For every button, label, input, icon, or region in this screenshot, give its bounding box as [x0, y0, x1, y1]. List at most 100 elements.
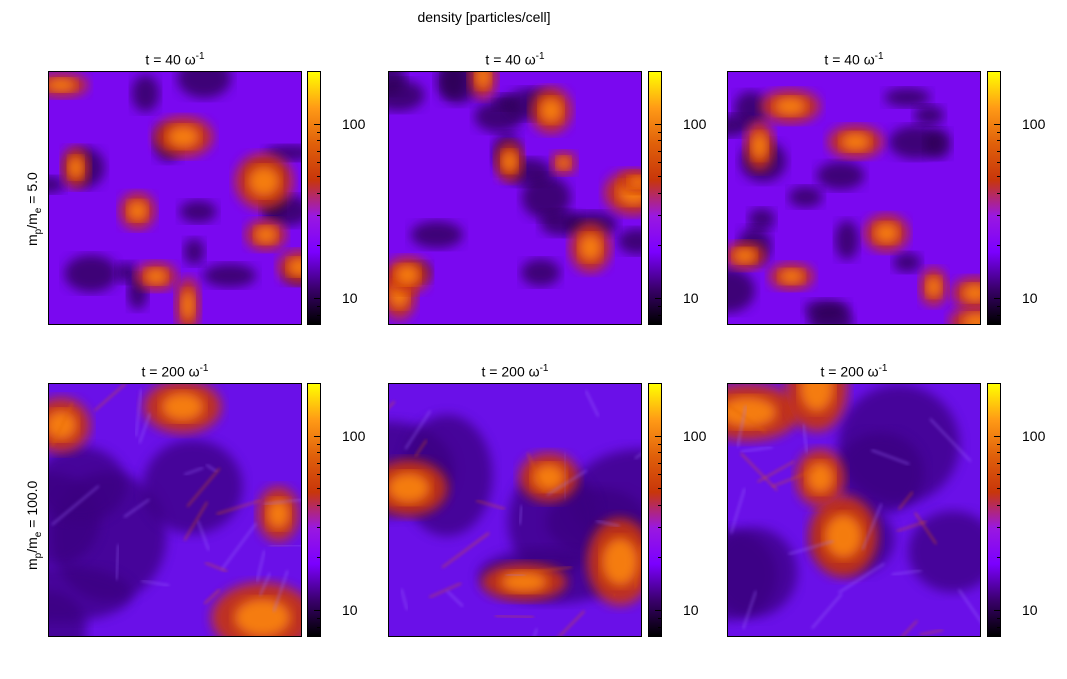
colorbar-tick	[658, 162, 662, 163]
colorbar-tick	[997, 176, 1001, 177]
colorbar-tick	[997, 627, 1001, 628]
colorbar-tick	[317, 488, 321, 489]
colorbar-tick	[317, 444, 321, 445]
colorbar-tick	[658, 505, 662, 506]
colorbar-tick	[997, 71, 1001, 72]
colorbar-tick	[317, 162, 321, 163]
colorbar-tick	[314, 436, 321, 437]
colorbar-tick	[314, 610, 321, 611]
colorbar-tick	[317, 132, 321, 133]
heatmap-panel	[48, 71, 302, 325]
panel-title: t = 40 ω-1	[824, 49, 883, 68]
colorbar-tick	[317, 505, 321, 506]
colorbar	[987, 71, 1001, 325]
colorbar-tick	[997, 527, 1001, 528]
colorbar-tick	[317, 618, 321, 619]
heatmap-panel	[48, 383, 302, 637]
colorbar-tick-label: 10	[342, 602, 358, 618]
colorbar	[307, 71, 321, 325]
row-label-part: m	[24, 234, 40, 246]
panel-title: t = 200 ω-1	[821, 361, 888, 380]
colorbar-tick	[655, 298, 662, 299]
panel-title-superscript: -1	[535, 51, 545, 62]
colorbar-tick	[994, 124, 1001, 125]
panel-title-superscript: -1	[539, 363, 549, 374]
colorbar-tick	[997, 383, 1001, 384]
colorbar-tick	[997, 618, 1001, 619]
colorbar-tick	[658, 527, 662, 528]
colorbar-tick-label: 100	[342, 428, 366, 444]
figure-title: density [particles/cell]	[417, 9, 551, 25]
colorbar-tick	[655, 124, 662, 125]
colorbar	[987, 383, 1001, 637]
colorbar-tick	[317, 71, 321, 72]
panel-title-superscript: -1	[878, 363, 888, 374]
colorbar-tick	[994, 436, 1001, 437]
colorbar-tick	[997, 488, 1001, 489]
heatmap-panel	[727, 383, 981, 637]
colorbar-tick	[658, 463, 662, 464]
colorbar-tick	[317, 176, 321, 177]
row-label: mp/me = 5.0	[24, 172, 44, 246]
panel-title: t = 40 ω-1	[145, 49, 204, 68]
colorbar-tick	[658, 176, 662, 177]
colorbar-tick	[994, 298, 1001, 299]
colorbar-tick	[317, 383, 321, 384]
colorbar-tick	[317, 463, 321, 464]
panel-title-text: t = 200 ω	[820, 363, 879, 380]
panel-title-text: t = 200 ω	[481, 363, 540, 380]
colorbar-tick-label: 100	[1022, 428, 1046, 444]
colorbar-tick	[658, 557, 662, 558]
panel-title: t = 200 ω-1	[142, 361, 209, 380]
colorbar-tick	[317, 151, 321, 152]
colorbar-tick	[997, 151, 1001, 152]
colorbar-tick	[658, 245, 662, 246]
colorbar-tick	[997, 315, 1001, 316]
colorbar-tick	[317, 215, 321, 216]
colorbar-tick	[997, 132, 1001, 133]
panel-title-superscript: -1	[874, 51, 884, 62]
colorbar-tick	[658, 618, 662, 619]
colorbar-tick	[997, 162, 1001, 163]
row-label-part: p	[32, 552, 44, 559]
colorbar-tick	[658, 488, 662, 489]
colorbar-tick	[317, 193, 321, 194]
row-label-part: = 5.0	[24, 172, 40, 208]
colorbar-tick	[314, 124, 321, 125]
colorbar-tick	[317, 245, 321, 246]
colorbar-tick	[994, 610, 1001, 611]
row-label-part: /m	[24, 537, 40, 553]
panel-title-text: t = 40 ω	[145, 51, 196, 68]
colorbar-tick	[997, 505, 1001, 506]
colorbar-tick	[658, 140, 662, 141]
colorbar-tick	[655, 610, 662, 611]
colorbar-tick-label: 10	[1022, 290, 1038, 306]
panel-title-text: t = 40 ω	[485, 51, 536, 68]
colorbar-tick	[317, 315, 321, 316]
colorbar-tick	[317, 627, 321, 628]
colorbar	[648, 383, 662, 637]
colorbar-tick-label: 10	[683, 290, 699, 306]
colorbar-tick	[997, 245, 1001, 246]
colorbar-tick	[658, 215, 662, 216]
colorbar-tick	[658, 71, 662, 72]
row-label-part: /m	[24, 213, 40, 229]
colorbar-tick-label: 10	[342, 290, 358, 306]
colorbar-tick-label: 100	[1022, 116, 1046, 132]
colorbar-tick	[997, 452, 1001, 453]
colorbar-tick	[317, 140, 321, 141]
row-label: mp/me = 100.0	[24, 481, 44, 570]
colorbar-tick	[317, 557, 321, 558]
colorbar-tick	[658, 315, 662, 316]
colorbar-tick	[658, 151, 662, 152]
row-label-part: m	[24, 558, 40, 570]
colorbar-tick	[997, 557, 1001, 558]
colorbar-tick	[317, 306, 321, 307]
colorbar-tick	[317, 452, 321, 453]
colorbar-tick-label: 10	[683, 602, 699, 618]
colorbar-tick	[997, 306, 1001, 307]
heatmap-panel	[727, 71, 981, 325]
colorbar	[648, 71, 662, 325]
colorbar-tick	[314, 298, 321, 299]
